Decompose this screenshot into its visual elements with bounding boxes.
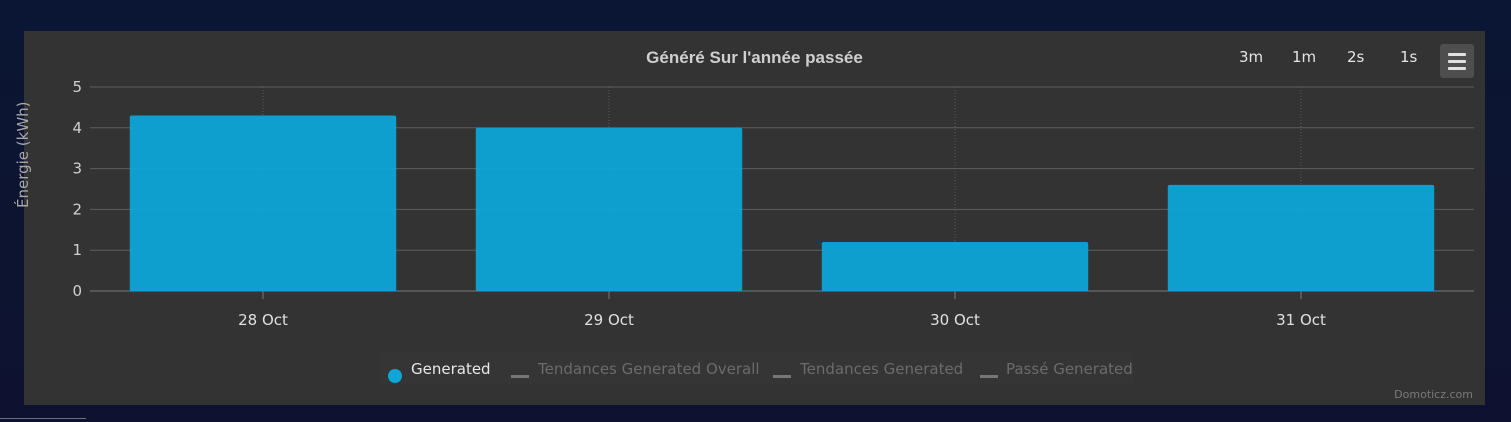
legend: Generated Tendances Generated Overall Te… — [380, 353, 1133, 385]
credits-link[interactable]: Domoticz.com — [1394, 388, 1473, 401]
bar-30-oct — [821, 242, 1089, 291]
chart-panel: Généré Sur l'année passée 3m 1m 2s 1s Én… — [14, 31, 1485, 405]
hamburger-icon — [1448, 53, 1466, 56]
range-button-1s[interactable]: 1s — [1400, 48, 1418, 66]
divider — [0, 418, 86, 419]
bar-29-oct — [475, 127, 743, 291]
y-tick-label: 3 — [72, 160, 82, 178]
legend-label: Tendances Generated Overall — [538, 360, 760, 378]
bar-31-oct — [1167, 184, 1435, 291]
legend-label: Passé Generated — [1006, 360, 1133, 378]
chart-menu-button[interactable] — [1440, 44, 1474, 78]
hamburger-icon-line — [1448, 67, 1466, 70]
range-button-2s[interactable]: 2s — [1347, 48, 1365, 66]
x-tick-label: 29 Oct — [584, 311, 634, 329]
y-tick-label: 2 — [72, 200, 82, 218]
x-tick-label: 31 Oct — [1276, 311, 1326, 329]
legend-swatch — [980, 375, 998, 378]
y-tick-label: 5 — [72, 78, 82, 96]
x-tick-label: 30 Oct — [930, 311, 980, 329]
legend-swatch — [388, 369, 402, 383]
bar-chart: 0 1 2 3 4 5 28 Oct 29 Oct 30 Oct 31 Oct — [72, 78, 1474, 329]
x-tick-label: 28 Oct — [238, 311, 288, 329]
range-button-1m[interactable]: 1m — [1292, 48, 1317, 66]
bar-28-oct — [129, 115, 397, 291]
chart-title: Généré Sur l'année passée — [646, 48, 863, 67]
y-tick-label: 1 — [72, 241, 82, 259]
legend-label: Generated — [411, 360, 491, 378]
y-tick-label: 0 — [72, 282, 82, 300]
legend-swatch — [511, 375, 529, 378]
legend-swatch — [773, 375, 791, 378]
legend-label: Tendances Generated — [800, 360, 964, 378]
range-button-3m[interactable]: 3m — [1239, 48, 1264, 66]
y-tick-label: 4 — [72, 119, 82, 137]
hamburger-icon-line — [1448, 60, 1466, 63]
